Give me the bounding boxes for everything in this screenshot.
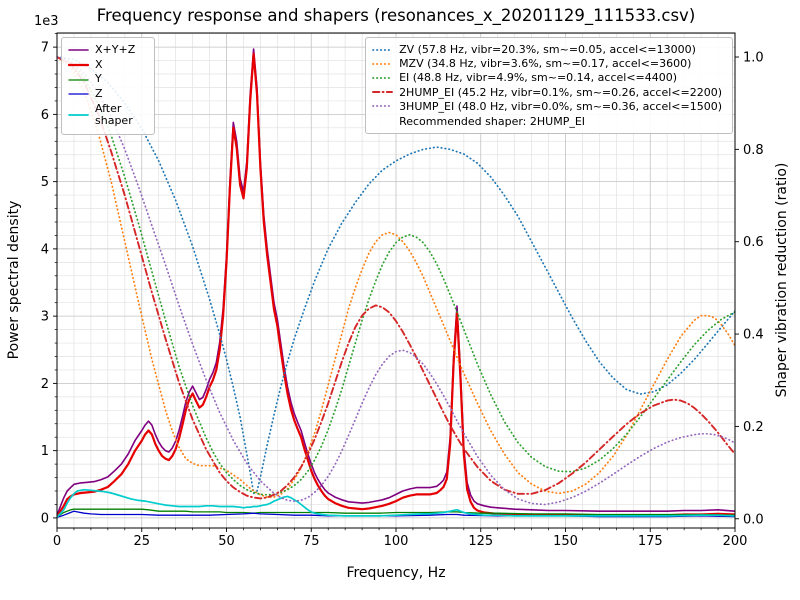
series-y [57,508,735,518]
legend-label: 3HUMP_EI (48.0 Hz, vibr=0.0%, sm~=0.36, … [399,99,722,113]
series-shaper-zv [57,56,735,495]
y-left-tick-label: 1 [41,444,49,459]
shaper-legend-entries: ZV (57.8 Hz, vibr=20.3%, sm~=0.05, accel… [372,43,722,113]
legend-label: After shaper [95,101,133,128]
legend-entry-x-plus-y-plus-z: X+Y+Z [68,43,145,57]
y-right-tick-label: 0.6 [743,235,764,250]
shaper-mzv-legend-line [372,59,393,69]
x-plus-y-plus-z-legend-line [68,45,89,55]
x-tick-label: 50 [218,534,235,549]
recommended-shaper-note: Recommended shaper: 2HUMP_EI [399,114,586,128]
y-left-tick-label: 7 [41,41,49,56]
x-tick-label: 150 [553,534,578,549]
y-left-tick-label: 4 [41,242,49,257]
y-left-tick-label: 3 [41,310,49,325]
legend-entry-shaper-ei: EI (48.8 Hz, vibr=4.9%, sm~=0.14, accel<… [372,71,722,84]
shaper-ei-legend-line [372,73,393,83]
shaper-legend: ZV (57.8 Hz, vibr=20.3%, sm~=0.05, accel… [365,37,733,134]
legend-label: ZV (57.8 Hz, vibr=20.3%, sm~=0.05, accel… [399,43,696,56]
z-legend-line [68,89,89,99]
legend-label: Y [95,72,102,86]
shaper-2hump-ei-legend-line [372,87,394,97]
after-shaper-legend-line [68,110,89,120]
x-tick-label: 0 [53,534,61,549]
legend-entry-shaper-mzv: MZV (34.8 Hz, vibr=3.6%, sm~=0.17, accel… [372,57,722,70]
legend-entry-shaper-zv: ZV (57.8 Hz, vibr=20.3%, sm~=0.05, accel… [372,43,722,56]
x-tick-label: 100 [384,534,409,549]
legend-entry-z: Z [68,86,145,101]
y-right-tick-label: 0.8 [743,143,764,158]
y-axis-label-right: Shaper vibration reduction (ratio) [774,163,790,398]
x-tick-label: 75 [303,534,320,549]
legend-entry-shaper-2hump-ei: 2HUMP_EI (45.2 Hz, vibr=0.1%, sm~=0.26, … [372,86,722,99]
legend-entry-after-shaper: After shaper [68,101,145,128]
x-tick-label: 125 [468,534,493,549]
chart-title: Frequency response and shapers (resonanc… [97,6,696,26]
y-legend-line [68,75,89,85]
psd-legend: X+Y+Z X Y Z After shaper [61,37,155,135]
x-axis-label: Frequency, Hz [346,565,445,581]
y-left-tick-label: 2 [41,377,49,392]
x-tick-label: 200 [723,534,748,549]
legend-entry-shaper-3hump-ei: 3HUMP_EI (48.0 Hz, vibr=0.0%, sm~=0.36, … [372,100,722,113]
shaper-zv-legend-line [372,45,393,55]
legend-entry-x: X [68,57,145,72]
legend-label: MZV (34.8 Hz, vibr=3.6%, sm~=0.17, accel… [399,57,692,71]
psd-legend-entries: X+Y+Z X Y Z After shaper [68,43,145,128]
y-right-tick-label: 0.0 [743,512,764,527]
series-shaper-mzv [57,56,735,498]
legend-label: X [95,57,103,71]
y-left-tick-label: 0 [41,511,49,526]
legend-label: 2HUMP_EI (45.2 Hz, vibr=0.1%, sm~=0.26, … [399,85,722,99]
series-x [57,52,735,518]
y-right-tick-label: 0.4 [743,328,764,343]
series-shaper-ei [57,56,735,496]
y-left-tick-label: 6 [41,108,49,123]
legend-entry-y: Y [68,73,145,86]
y-left-tick-label: 5 [41,175,49,190]
x-legend-line [68,60,89,70]
series-shaper-3hump-ei [57,56,735,506]
legend-label: X+Y+Z [95,43,136,56]
series-shaper-2hump-ei [57,56,735,500]
series-after-shaper [57,488,735,519]
x-tick-label: 25 [133,534,150,549]
y-right-tick-label: 0.2 [743,420,764,435]
legend-label: Z [95,86,103,100]
y-right-tick-label: 1.0 [743,51,764,66]
legend-label: EI (48.8 Hz, vibr=4.9%, sm~=0.14, accel<… [399,71,678,85]
shaper-3hump-ei-legend-line [372,101,393,111]
x-tick-label: 175 [638,534,663,549]
y-axis-offset-label: 1e3 [34,14,59,29]
y-axis-label-left: Power spectral density [6,201,22,360]
